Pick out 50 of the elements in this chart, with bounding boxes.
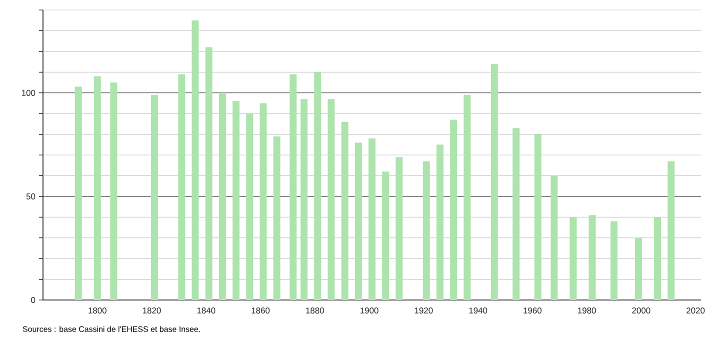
bar bbox=[354, 142, 362, 300]
x-tick-label: 1840 bbox=[197, 308, 216, 314]
bar bbox=[150, 94, 158, 300]
bar bbox=[328, 99, 335, 300]
bar bbox=[341, 122, 348, 300]
x-tick-label: 1900 bbox=[360, 308, 378, 314]
x-tick-label: 1800 bbox=[88, 308, 106, 314]
bar bbox=[290, 74, 297, 300]
bar bbox=[260, 103, 267, 300]
bar bbox=[218, 92, 226, 300]
x-tick-label: 1940 bbox=[469, 308, 488, 314]
x-tick-label: 1920 bbox=[414, 308, 433, 314]
bar bbox=[550, 176, 558, 300]
bar bbox=[74, 86, 82, 300]
bar bbox=[634, 238, 642, 300]
x-tick-label: 1820 bbox=[142, 308, 161, 314]
y-tick-label: 50 bbox=[26, 193, 36, 200]
y-tick-label: 0 bbox=[31, 297, 36, 303]
bar bbox=[273, 136, 280, 300]
y-tick-label: 100 bbox=[22, 90, 36, 96]
bar bbox=[570, 217, 577, 300]
bar bbox=[450, 120, 458, 300]
bar bbox=[94, 76, 101, 300]
bar bbox=[246, 114, 254, 300]
bar bbox=[534, 134, 542, 300]
x-tick-label: 1980 bbox=[578, 308, 596, 314]
bar bbox=[382, 172, 390, 300]
bar bbox=[178, 74, 186, 300]
bar bbox=[314, 72, 322, 300]
bar bbox=[512, 128, 520, 300]
bar bbox=[300, 99, 308, 300]
bar bbox=[232, 101, 240, 300]
bar bbox=[396, 157, 403, 300]
bar bbox=[422, 161, 430, 300]
bar bbox=[205, 47, 212, 300]
bar bbox=[368, 138, 376, 300]
x-tick-label: 1960 bbox=[524, 308, 542, 314]
x-tick-label: 2020 bbox=[686, 308, 705, 314]
x-tick-label: 1880 bbox=[306, 308, 324, 314]
bar bbox=[192, 20, 199, 300]
bar bbox=[668, 161, 675, 300]
bar bbox=[110, 82, 118, 300]
bar bbox=[610, 221, 618, 300]
bar bbox=[464, 94, 471, 300]
bar bbox=[654, 217, 662, 300]
x-tick-label: 2000 bbox=[632, 308, 650, 314]
bar bbox=[588, 215, 596, 300]
bar bbox=[436, 144, 444, 300]
x-tick-label: 1860 bbox=[252, 308, 270, 314]
bar bbox=[490, 64, 498, 300]
